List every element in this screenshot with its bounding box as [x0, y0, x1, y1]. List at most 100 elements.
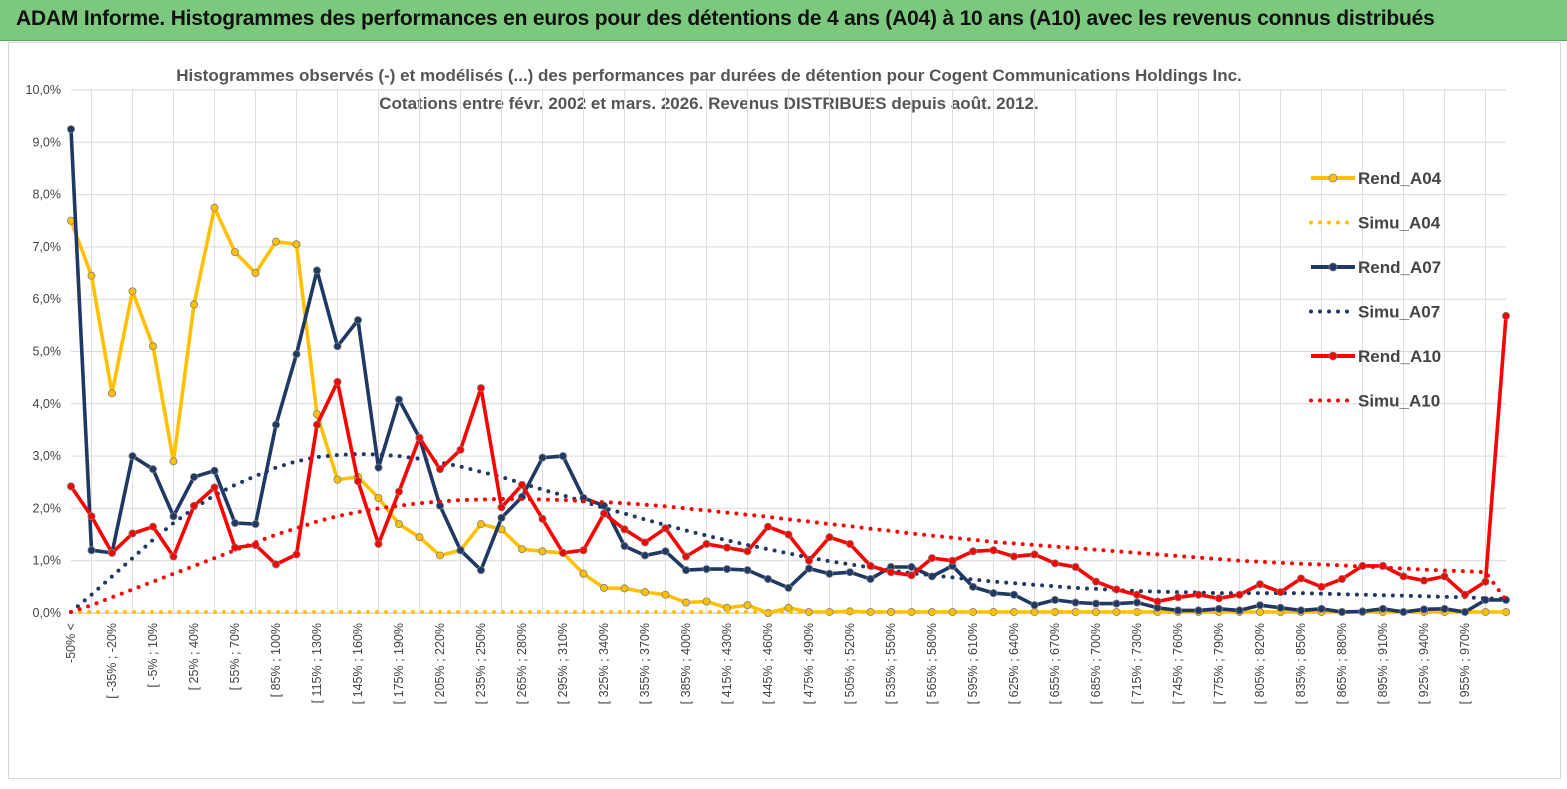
x-tick-label: [ 325% ; 340% — [597, 623, 611, 704]
data-point — [764, 522, 773, 531]
x-tick-label: [ -5% ; 10% — [146, 623, 160, 688]
data-point — [641, 538, 650, 547]
data-point — [784, 530, 793, 539]
data-point — [600, 583, 609, 592]
data-point — [641, 551, 650, 560]
data-point — [538, 547, 547, 556]
x-tick-label: [ 505% ; 520% — [843, 623, 857, 704]
data-point — [1481, 577, 1490, 586]
x-tick-label: -50% < — [64, 623, 78, 663]
y-tick-label: 2,0% — [33, 501, 62, 515]
data-point — [497, 503, 506, 512]
data-point — [476, 520, 485, 529]
x-tick-label: [ 535% ; 550% — [884, 623, 898, 704]
data-point — [1461, 590, 1470, 599]
data-point — [169, 512, 178, 521]
y-tick-label: 10,0% — [26, 83, 61, 97]
data-point — [887, 568, 896, 577]
data-point — [1338, 607, 1347, 616]
chart-title-line1: Histogrammes observés (-) et modélisés (… — [176, 66, 1242, 85]
data-point — [1297, 574, 1306, 583]
legend-marker — [1328, 262, 1338, 272]
data-point — [292, 550, 301, 559]
legend: Rend_A04 Simu_A04 Rend_A07 Simu_A07 Rend_A10… — [1309, 169, 1442, 411]
data-point — [805, 564, 814, 573]
x-tick-label: [ 655% ; 670% — [1048, 623, 1062, 704]
x-tick-label: [ 415% ; 430% — [720, 623, 734, 704]
x-tick-label: [ 145% ; 160% — [351, 623, 365, 704]
data-point — [538, 453, 547, 462]
data-point — [743, 566, 752, 575]
data-point — [948, 556, 957, 565]
chart-frame: Histogrammes observés (-) et modélisés (… — [8, 42, 1561, 779]
data-point — [148, 342, 157, 351]
data-point — [271, 237, 280, 246]
data-point — [210, 203, 219, 212]
data-point — [251, 269, 260, 278]
x-tick-label: [ 715% ; 730% — [1130, 623, 1144, 704]
x-tick-label: [ 565% ; 580% — [925, 623, 939, 704]
legend-label: Rend_A04 — [1358, 169, 1442, 188]
data-point — [1420, 605, 1429, 614]
data-point — [333, 342, 342, 351]
x-tick-label: [ 295% ; 310% — [556, 623, 570, 704]
data-point — [579, 546, 588, 555]
y-tick-label: 0,0% — [33, 606, 62, 620]
y-tick-label: 5,0% — [33, 345, 62, 359]
data-point — [353, 477, 362, 486]
data-point — [969, 547, 978, 556]
data-point — [497, 513, 506, 522]
data-point — [620, 542, 629, 551]
data-point — [1092, 577, 1101, 586]
legend-label: Simu_A07 — [1358, 303, 1440, 322]
x-tick-label: [ 205% ; 220% — [433, 623, 447, 704]
data-point — [169, 552, 178, 561]
data-point — [415, 433, 424, 442]
legend-label: Simu_A10 — [1358, 392, 1440, 411]
legend-label: Rend_A07 — [1358, 258, 1441, 277]
data-point — [989, 546, 998, 555]
y-tick-label: 7,0% — [33, 240, 62, 254]
data-point — [559, 452, 568, 461]
x-tick-label: [ 925% ; 940% — [1417, 623, 1431, 704]
series-line — [69, 497, 1508, 614]
x-tick-label: [ 745% ; 760% — [1171, 623, 1185, 704]
data-point — [1010, 590, 1019, 599]
series-rend-a07 — [67, 125, 1511, 616]
data-point — [128, 452, 137, 461]
series-simu-a10 — [69, 497, 1508, 614]
data-point — [456, 546, 465, 555]
data-point — [1112, 599, 1121, 608]
data-point — [374, 493, 383, 502]
y-tick-label: 4,0% — [33, 397, 62, 411]
data-point — [1235, 590, 1244, 599]
data-point — [1153, 597, 1162, 606]
x-tick-label: [ 265% ; 280% — [515, 623, 529, 704]
x-tick-label: [ 385% ; 400% — [679, 623, 693, 704]
data-point — [394, 395, 403, 404]
data-point — [230, 248, 239, 257]
data-point — [333, 377, 342, 386]
y-tick-label: 9,0% — [33, 135, 62, 149]
report-banner: ADAM Informe. Histogrammes des performan… — [0, 0, 1567, 41]
report-title: ADAM Informe. Histogrammes des performan… — [16, 7, 1435, 30]
data-point — [517, 545, 526, 554]
data-point — [1194, 606, 1203, 615]
data-point — [1379, 604, 1388, 613]
x-tick-label: [ -35% ; -20% — [105, 623, 119, 699]
y-tick-label: 1,0% — [33, 554, 62, 568]
data-point — [210, 483, 219, 492]
data-point — [1071, 598, 1080, 607]
data-point — [67, 216, 76, 225]
data-point — [825, 569, 834, 578]
data-point — [333, 475, 342, 484]
data-point — [128, 287, 137, 296]
data-point — [682, 598, 691, 607]
data-point — [907, 571, 916, 580]
data-point — [805, 556, 814, 565]
x-tick-label: [ 175% ; 190% — [392, 623, 406, 704]
data-point — [230, 543, 239, 552]
data-point — [1051, 595, 1060, 604]
x-tick-label: [ 55% ; 70% — [228, 623, 242, 690]
data-point — [230, 519, 239, 528]
